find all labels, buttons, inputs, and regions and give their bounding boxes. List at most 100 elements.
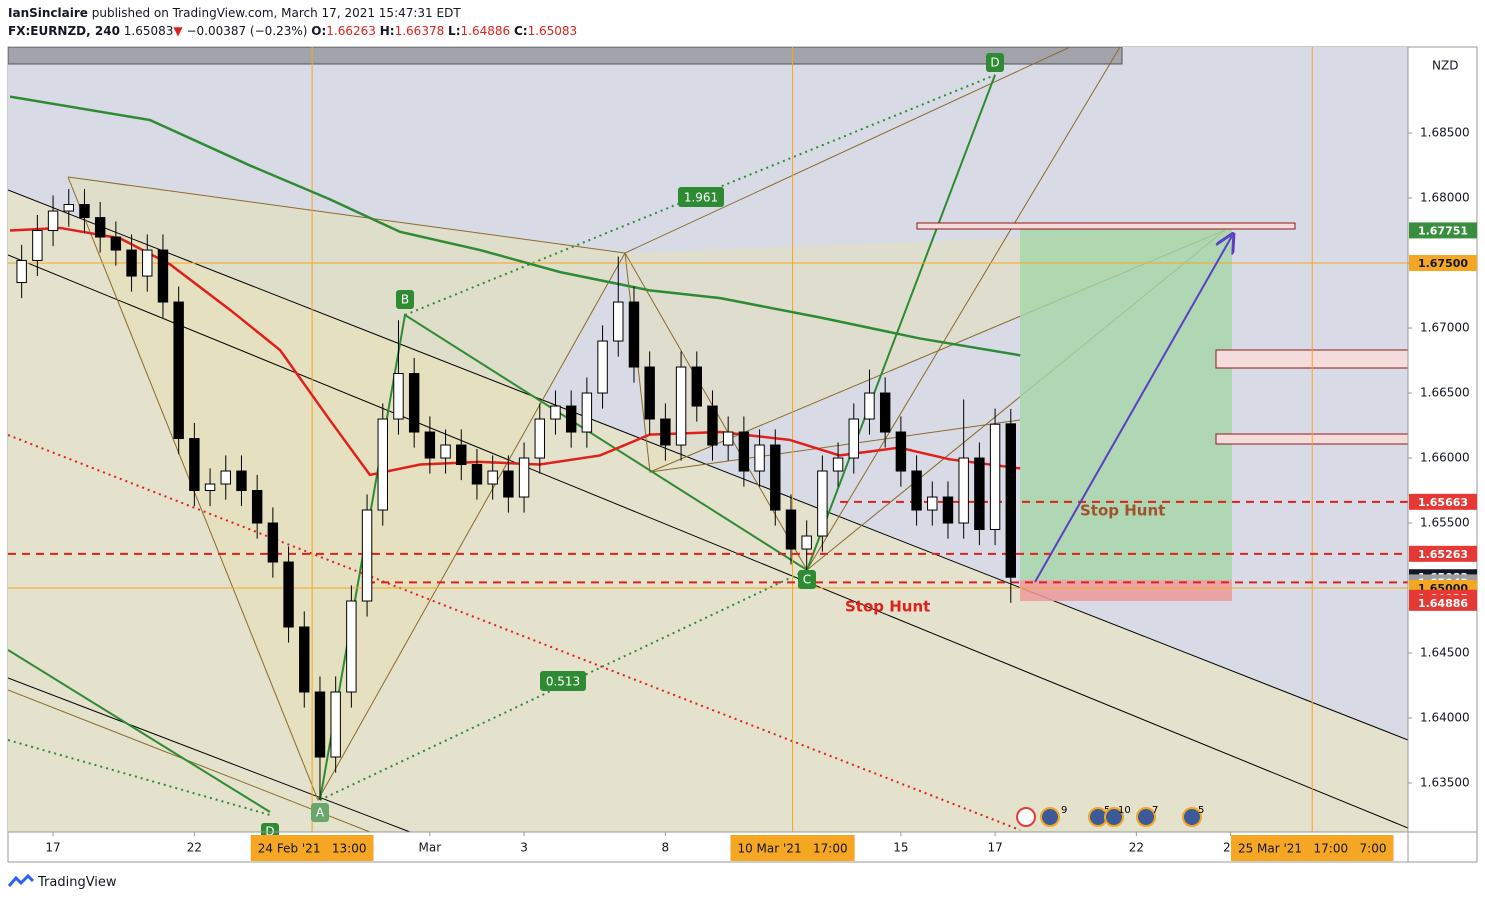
header: IanSinclaire published on TradingView.co… <box>8 4 577 40</box>
x-tick-label: 22 <box>1129 841 1144 855</box>
candle-body <box>895 431 907 472</box>
symbol: FX:EURNZD, 240 <box>8 24 120 38</box>
candle-body <box>581 392 593 433</box>
candle-body <box>157 249 169 303</box>
candle-body <box>424 431 436 459</box>
candle-body <box>518 457 530 498</box>
x-marker-label: 25 Mar '21 17:00 7:00 <box>1238 842 1387 856</box>
y-tick-label: 1.66500 <box>1420 386 1470 400</box>
candle-body <box>644 366 655 420</box>
candle-body <box>722 431 734 446</box>
candle-body <box>565 405 577 433</box>
price-label: 1.64886 <box>1418 597 1468 610</box>
candle-body <box>94 217 106 238</box>
candle-body <box>738 431 750 472</box>
red-dotted <box>8 434 1021 831</box>
price-lines <box>8 47 1408 832</box>
candle-body <box>691 366 702 407</box>
candle-body <box>16 259 27 284</box>
candle-body <box>613 301 624 342</box>
candle-body <box>817 470 828 537</box>
point-label: B <box>401 293 409 307</box>
event-count: 7 <box>1152 805 1158 816</box>
event-icon[interactable] <box>1136 807 1156 827</box>
published: published on TradingView.com, March 17, … <box>91 6 461 20</box>
events: 9 5 10 7 5 <box>1016 805 1204 827</box>
brand: TradingView <box>38 874 117 890</box>
candle-body <box>911 470 922 511</box>
candle-body <box>110 236 122 251</box>
candle-body <box>848 418 859 459</box>
event-icon[interactable] <box>1040 807 1060 827</box>
y-tick-label: 1.68000 <box>1420 191 1470 205</box>
y-tick-label: 1.67000 <box>1420 321 1470 335</box>
candle-body <box>283 561 294 628</box>
x-marker-box <box>250 835 374 861</box>
last-price: 1.65083 <box>123 24 174 38</box>
point-label: D <box>990 56 999 70</box>
y-tick-label: 1.64500 <box>1420 646 1470 660</box>
candle-body <box>675 366 687 446</box>
point-box <box>396 290 414 309</box>
event-icon[interactable] <box>1182 807 1202 827</box>
ohlc-value: 1.64886 <box>460 24 511 38</box>
candle-body <box>927 496 938 511</box>
candle-body <box>173 301 184 440</box>
point-label: C <box>803 573 811 587</box>
candle-body <box>534 418 545 459</box>
channel-line <box>8 254 1408 829</box>
change-arrow: ▼ <box>173 24 183 38</box>
point-box <box>798 570 816 589</box>
price-label-box <box>1409 545 1477 562</box>
y-tick-label: 1.65500 <box>1420 516 1470 530</box>
axes: 1.68500 1.68000 1.67500 1.67000 1.66500 1.660… <box>45 126 1477 861</box>
price-label: 1.67751 <box>1418 224 1468 237</box>
ratio-box <box>540 671 586 691</box>
event-icon[interactable] <box>1104 807 1124 827</box>
price-label: 1.65263 <box>1418 548 1468 561</box>
candle-body <box>440 444 451 459</box>
candle-body <box>79 204 90 219</box>
point-box <box>311 803 329 822</box>
top-box <box>8 47 1123 65</box>
candle-body <box>879 392 891 433</box>
price-label: 1.67500 <box>1418 257 1468 270</box>
ohlc-label: O: <box>311 24 327 38</box>
change: −0.00387 (−0.23%) <box>186 24 308 38</box>
price-label-box <box>1409 255 1477 272</box>
candle-body <box>942 496 954 524</box>
marks <box>9 95 1021 800</box>
candle-body <box>47 210 59 232</box>
ohlc-value: 1.65083 <box>527 24 578 38</box>
zone-box <box>916 222 1296 230</box>
y-tick-label: 1.63500 <box>1420 775 1470 789</box>
candle-body <box>832 457 844 472</box>
candle-body <box>204 483 216 492</box>
ratio-box <box>678 187 724 207</box>
ohlc-value: 1.66378 <box>394 24 445 38</box>
candle-body <box>660 418 671 446</box>
stop-zone <box>1020 580 1232 601</box>
event-icon[interactable] <box>1016 807 1036 827</box>
candle-body <box>63 204 74 212</box>
candle-body <box>628 301 640 368</box>
ratio-label: 0.513 <box>546 675 580 689</box>
currency-box <box>1428 58 1466 74</box>
candle-body <box>393 373 404 420</box>
pattern-fill <box>68 177 625 800</box>
candle-body <box>550 405 561 420</box>
candle-body <box>801 535 812 550</box>
stop-hunt: Stop Hunt <box>1080 502 1165 520</box>
candle-body <box>958 457 969 524</box>
channel-line <box>8 677 411 832</box>
candle-body <box>236 470 247 492</box>
candle-body <box>1005 423 1016 578</box>
candle-body <box>346 600 357 693</box>
x-tick-label: 8 <box>662 841 670 855</box>
point-box <box>986 53 1004 72</box>
y-tick-label: 1.66000 <box>1420 451 1470 465</box>
candle-body <box>251 490 263 524</box>
candle-body <box>408 373 420 433</box>
candle-body <box>377 418 388 511</box>
